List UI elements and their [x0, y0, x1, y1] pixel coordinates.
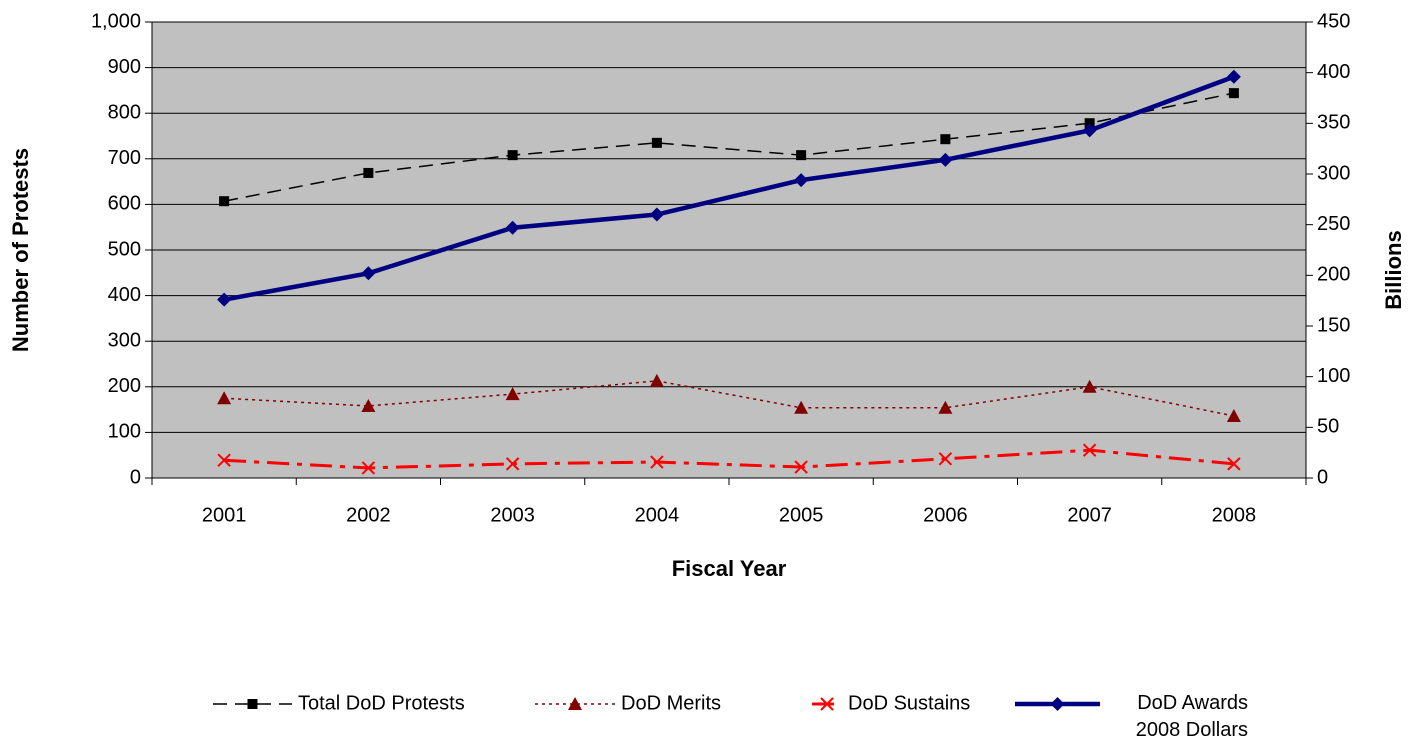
data-point [1082, 123, 1097, 138]
data-point [361, 398, 376, 412]
data-point [938, 400, 953, 414]
data-point [650, 455, 664, 469]
legend-marker [820, 697, 834, 711]
y-tick-label: 1,000 [91, 10, 141, 32]
data-point [217, 292, 232, 307]
data-point [505, 387, 520, 401]
y2-tick-label: 50 [1317, 416, 1339, 438]
y2-tick-label: 400 [1317, 61, 1350, 83]
data-point [649, 373, 664, 387]
x-tick-label: 2005 [779, 504, 824, 526]
y-tick-label: 500 [108, 238, 141, 260]
y-tick-label: 0 [130, 466, 141, 488]
legend-label: DoD Sustains [848, 692, 970, 714]
data-point [1226, 408, 1241, 422]
data-point [1084, 118, 1095, 129]
data-point [361, 266, 376, 281]
x-tick-label: 2006 [923, 504, 968, 526]
data-point [1228, 88, 1239, 99]
data-point [219, 196, 230, 207]
data-point [217, 391, 232, 405]
x-tick-label: 2002 [346, 504, 391, 526]
y2-tick-label: 150 [1317, 314, 1350, 336]
series-line [223, 74, 1235, 302]
x-tick-label: 2007 [1067, 504, 1112, 526]
data-point [794, 173, 809, 188]
data-point [363, 167, 374, 178]
y2-tick-label: 300 [1317, 162, 1350, 184]
data-point [1226, 69, 1241, 84]
y-tick-label: 600 [108, 193, 141, 215]
legend-label: Total DoD Protests [298, 692, 465, 714]
y-tick-label: 700 [108, 147, 141, 169]
legend-marker [1050, 697, 1065, 711]
y2-tick-label: 0 [1317, 466, 1328, 488]
data-point [507, 150, 518, 161]
data-point [794, 460, 808, 474]
y2-tick-label: 100 [1317, 365, 1350, 387]
y-tick-label: 900 [108, 56, 141, 78]
legend-label-box: DoD Awards 2008 Dollars [1135, 692, 1248, 741]
data-point [1082, 379, 1097, 393]
y-tick-label: 100 [108, 421, 141, 443]
y-axis-title: Number of Protests [8, 148, 33, 352]
data-point [794, 400, 809, 414]
data-point [505, 220, 520, 235]
data-point [217, 453, 231, 467]
x-tick-label: 2008 [1212, 504, 1257, 526]
y-tick-label: 800 [108, 101, 141, 123]
x-tick-label: 2001 [202, 504, 247, 526]
data-point [938, 152, 953, 167]
data-point [1082, 443, 1097, 457]
x-tick-label: 2003 [490, 504, 535, 526]
legend-marker [568, 697, 582, 710]
y2-tick-label: 200 [1317, 264, 1350, 286]
series-line [224, 448, 1235, 470]
y2-axis-title: Billions [1381, 230, 1406, 309]
data-point [651, 137, 662, 148]
y-tick-label: 300 [108, 329, 141, 351]
data-point [940, 134, 951, 145]
data-point [796, 150, 807, 161]
y-tick-label: 400 [108, 284, 141, 306]
legend-marker [247, 699, 258, 709]
data-point [649, 207, 664, 222]
x-tick-label: 2004 [635, 504, 680, 526]
legend-label: DoD Awards 2008 Dollars [1135, 692, 1248, 741]
x-axis-title: Fiscal Year [672, 556, 787, 581]
y2-tick-label: 350 [1317, 112, 1350, 134]
series-line [224, 380, 1235, 417]
legend-label: DoD Merits [621, 692, 721, 714]
data-point [361, 461, 376, 475]
y2-tick-label: 450 [1317, 10, 1350, 32]
data-point [1227, 457, 1241, 471]
y-tick-label: 200 [108, 375, 141, 397]
data-point [505, 457, 520, 471]
y2-tick-label: 250 [1317, 213, 1350, 235]
data-point [938, 452, 953, 466]
series-line [223, 92, 1235, 202]
